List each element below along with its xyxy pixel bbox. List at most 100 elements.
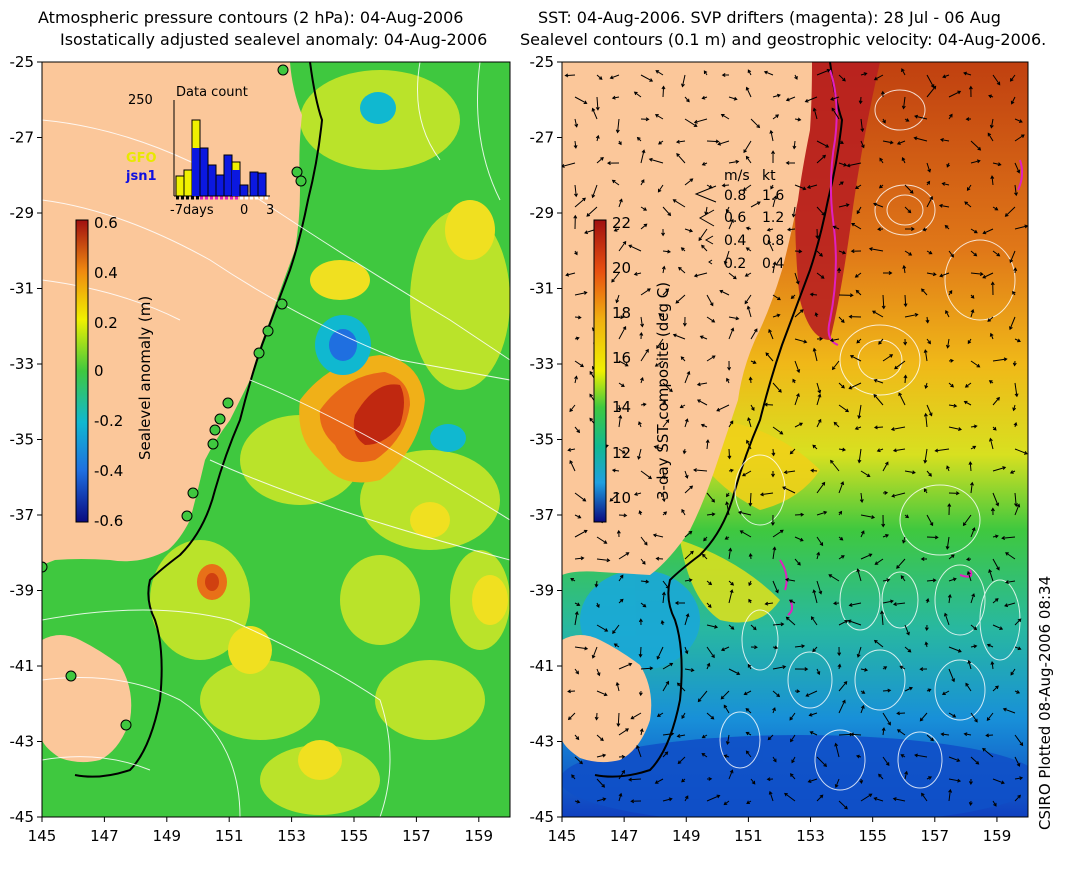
- velocity-arrow: [662, 419, 670, 428]
- velocity-arrow: [919, 667, 928, 672]
- velocity-arrow: [943, 612, 950, 626]
- velocity-arrow: [838, 536, 844, 541]
- velocity-arrow: [967, 338, 972, 345]
- lat-tick-label: -43: [530, 733, 555, 751]
- velocity-arrow: [901, 96, 906, 110]
- velocity-arrow: [873, 639, 884, 648]
- lat-tick-label: -39: [530, 582, 555, 600]
- velocity-arrow: [962, 514, 972, 527]
- velocity-arrow: [574, 250, 578, 256]
- velocity-arrow: [720, 646, 730, 652]
- velocity-arrow: [963, 732, 972, 737]
- velocity-arrow: [696, 399, 708, 406]
- velocity-arrow: [675, 139, 686, 144]
- velocity-arrow: [633, 91, 642, 98]
- inset-xlabel-right: 3: [266, 203, 274, 218]
- velocity-arrow: [640, 402, 647, 407]
- velocity-arrow: [574, 529, 588, 538]
- velocity-arrow: [574, 646, 589, 651]
- velocity-arrow: [900, 754, 906, 758]
- velocity-arrow: [574, 611, 579, 626]
- velocity-arrow: [750, 118, 761, 129]
- velocity-arrow: [596, 734, 604, 742]
- velocity-arrow: [816, 206, 826, 216]
- velocity-arrow: [992, 162, 1002, 167]
- velocity-arrow: [701, 162, 708, 166]
- velocity-arrow: [892, 797, 906, 802]
- lat-tick-label: -31: [10, 280, 35, 298]
- velocity-arrow: [770, 184, 774, 190]
- velocity-arrow: [848, 602, 862, 607]
- velocity-arrow: [992, 685, 999, 692]
- left-title-line1: Atmospheric pressure contours (2 hPa): 0…: [38, 8, 464, 27]
- velocity-arrow: [759, 492, 774, 497]
- velocity-arrow: [574, 602, 581, 607]
- velocity-arrow: [658, 313, 664, 318]
- velocity-arrow: [794, 184, 807, 191]
- velocity-arrow: [640, 206, 648, 211]
- velocity-arrow: [812, 444, 818, 450]
- velocity-arrow: [574, 118, 579, 128]
- velocity-arrow: [706, 294, 714, 307]
- velocity-arrow: [725, 734, 730, 746]
- lat-tick-label: -27: [530, 129, 555, 147]
- velocity-arrow: [750, 778, 756, 785]
- velocity-arrow: [596, 668, 601, 677]
- velocity-arrow: [705, 439, 710, 450]
- sst-tick-5: 12: [612, 444, 631, 462]
- velocity-arrow: [684, 550, 694, 560]
- lat-tick-label: -25: [10, 53, 35, 71]
- velocity-arrow: [992, 206, 999, 211]
- velocity-arrow: [882, 118, 886, 124]
- velocity-arrow: [638, 646, 643, 658]
- velocity-arrow: [750, 624, 757, 631]
- velocity-arrow: [1012, 360, 1017, 367]
- velocity-arrow: [816, 250, 823, 257]
- velocity-arrow: [772, 529, 784, 538]
- velocity-arrow: [648, 157, 664, 164]
- velocity-arrow: [968, 778, 973, 785]
- velocity-arrow: [992, 74, 1001, 86]
- velocity-arrow: [816, 382, 822, 394]
- velocity-arrow: [618, 240, 627, 252]
- velocity-arrow: [990, 281, 995, 296]
- velocity-arrow: [1009, 74, 1016, 82]
- velocity-arrow: [860, 140, 865, 149]
- velocity-arrow: [681, 74, 686, 88]
- velocity-arrow: [772, 114, 780, 120]
- velocity-arrow: [628, 777, 642, 782]
- velocity-arrow: [901, 68, 906, 76]
- lat-tick-label: -37: [530, 506, 555, 524]
- velocity-arrow: [965, 682, 972, 692]
- velocity-arrow: [857, 404, 862, 420]
- velocity-arrow: [693, 468, 708, 473]
- sst-colorbar: 22 20 18 16 14 12 10 3-day SST composite…: [593, 214, 672, 523]
- velocity-arrow: [728, 316, 740, 321]
- lon-tick-label: 153: [796, 827, 825, 845]
- velocity-arrow: [1014, 118, 1023, 123]
- velocity-arrow: [609, 492, 620, 502]
- velocity-arrow: [970, 228, 978, 234]
- velocity-arrow: [565, 272, 576, 277]
- velocity-arrow: [615, 681, 620, 692]
- velocity-arrow: [989, 118, 994, 129]
- velocity-arrow: [948, 491, 960, 496]
- velocity-arrow: [877, 227, 884, 232]
- lon-tick-label: 157: [402, 827, 431, 845]
- legend-gfo: GFO: [126, 151, 157, 166]
- velocity-arrow: [574, 668, 579, 675]
- velocity-arrow: [573, 140, 578, 149]
- velocity-arrow: [595, 134, 600, 142]
- velocity-arrow: [992, 250, 1001, 257]
- velocity-arrow: [596, 690, 608, 697]
- velocity-arrow: [946, 465, 950, 472]
- velocity-arrow: [948, 646, 962, 653]
- velocity-arrow: [926, 338, 931, 345]
- velocity-arrow: [748, 376, 753, 384]
- sst-tick-3: 16: [612, 349, 631, 367]
- velocity-arrow: [618, 448, 626, 454]
- velocity-arrow: [680, 247, 686, 252]
- velocity-arrow: [657, 184, 664, 193]
- velocity-arrow: [891, 492, 906, 498]
